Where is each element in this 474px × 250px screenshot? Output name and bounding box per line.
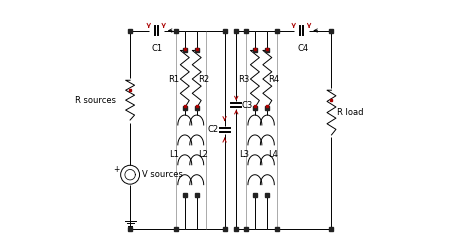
Text: R load: R load bbox=[337, 108, 364, 117]
Text: V sources: V sources bbox=[142, 170, 183, 179]
Text: L1: L1 bbox=[169, 150, 179, 159]
Text: R2: R2 bbox=[198, 74, 209, 84]
Text: L4: L4 bbox=[269, 150, 278, 159]
Text: R sources: R sources bbox=[75, 96, 117, 105]
Text: +: + bbox=[114, 166, 120, 174]
Bar bbox=[246, 30, 277, 230]
Bar bbox=[176, 30, 206, 230]
Text: C1: C1 bbox=[152, 44, 163, 53]
Text: C3: C3 bbox=[242, 100, 253, 110]
Text: R3: R3 bbox=[238, 74, 249, 84]
Text: L3: L3 bbox=[239, 150, 249, 159]
Text: R1: R1 bbox=[168, 74, 179, 84]
Text: C2: C2 bbox=[208, 126, 219, 134]
Text: R4: R4 bbox=[269, 74, 280, 84]
Text: C4: C4 bbox=[297, 44, 308, 53]
Text: L2: L2 bbox=[198, 150, 208, 159]
